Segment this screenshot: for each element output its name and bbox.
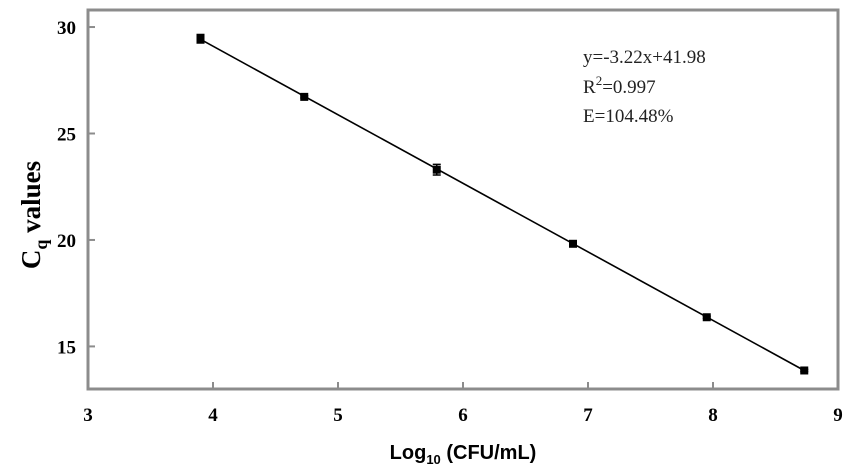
data-points [196,33,809,375]
y-axis-label-main: C [16,250,46,270]
r-squared-superscript: 2 [596,73,603,88]
data-point [702,313,711,322]
y-axis: 15 20 25 30 [57,18,95,358]
plot-frame [86,8,840,391]
y-axis-label: Cq values [16,161,51,269]
x-tick-label: 6 [458,405,468,426]
square-marker [569,239,577,248]
x-axis-label: Log10 (CFU/mL) [390,442,537,467]
x-axis-label-rest: (CFU/mL) [441,442,537,464]
y-tick-label: 30 [57,18,76,39]
y-axis-label-sub: q [31,240,51,250]
square-marker [432,165,441,174]
x-tick-label: 3 [83,405,93,426]
y-tick-label: 15 [57,337,76,358]
r-squared-prefix: R [583,77,596,98]
efficiency-annotation: E=104.48% [583,106,674,127]
y-tick-label: 20 [57,231,76,252]
x-tick-label: 7 [583,405,593,426]
data-point [800,366,809,375]
y-axis-label-rest: values [16,161,46,240]
x-tick-label: 4 [208,405,218,426]
r-squared-value: =0.997 [602,77,655,98]
data-point [300,92,309,101]
x-tick-label: 5 [333,405,343,426]
square-marker [300,92,309,101]
square-marker [800,366,809,375]
equation-annotation: y=-3.22x+41.98 [583,47,706,68]
x-tick-label: 9 [833,405,843,426]
y-tick-label: 25 [57,124,76,145]
r-squared-annotation: R2=0.997 [583,73,656,98]
square-marker [196,34,205,43]
x-axis: 3 4 5 6 7 8 9 [83,382,843,426]
x-axis-label-main: Log [390,442,427,464]
data-point [196,33,205,44]
data-point [432,163,441,176]
data-point [569,239,577,248]
x-tick-label: 8 [708,405,718,426]
square-marker [702,313,711,322]
x-axis-label-sub: 10 [426,452,440,467]
fit-line [200,38,805,372]
